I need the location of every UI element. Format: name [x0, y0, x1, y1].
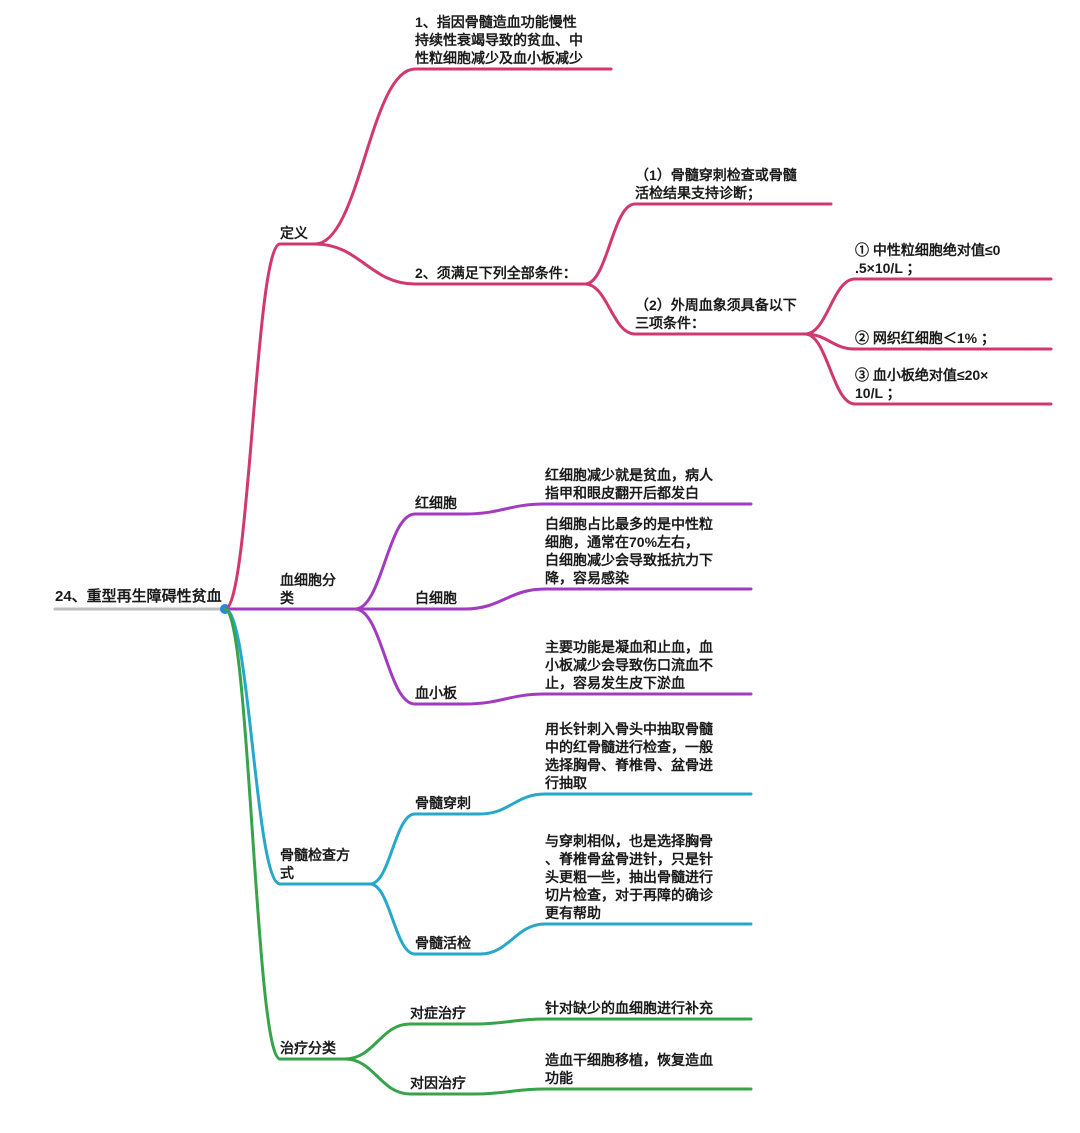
mindmap-canvas: 24、重型再生障碍性贫血 定义 1、指因骨髓造血功能慢性持续性衰竭导致的贫血、中性粒…	[0, 0, 1080, 1133]
svg-text:治疗分类: 治疗分类	[280, 1040, 337, 1056]
svg-text:与穿刺相似，也是选择胸骨、脊椎骨盆骨进针，只是针头更粗一些，: 与穿刺相似，也是选择胸骨、脊椎骨盆骨进针，只是针头更粗一些，抽出骨髓进行切片检查…	[545, 833, 714, 921]
svg-text:白细胞占比最多的是中性粒细胞，通常在70%左右，白细胞减少会: 白细胞占比最多的是中性粒细胞，通常在70%左右，白细胞减少会导致抵抗力下降，容易…	[545, 516, 713, 586]
svg-text:红细胞: 红细胞	[415, 495, 457, 511]
svg-text:1、指因骨髓造血功能慢性持续性衰竭导致的贫血、中性粒细胞减少: 1、指因骨髓造血功能慢性持续性衰竭导致的贫血、中性粒细胞减少及血小板减少	[415, 14, 583, 66]
svg-text:血小板: 血小板	[415, 685, 458, 701]
svg-text:定义: 定义	[280, 225, 308, 241]
svg-text:针对缺少的血细胞进行补充: 针对缺少的血细胞进行补充	[544, 1000, 713, 1016]
svg-text:③ 血小板绝对值≤20×10/L ；: ③ 血小板绝对值≤20×10/L ；	[855, 367, 988, 402]
svg-text:骨髓检查方式: 骨髓检查方式	[280, 847, 350, 881]
svg-text:血细胞分类: 血细胞分类	[280, 572, 336, 606]
svg-text:2、须满足下列全部条件：: 2、须满足下列全部条件：	[415, 265, 577, 281]
svg-text:① 中性粒细胞绝对值≤0.5×10/L ；: ① 中性粒细胞绝对值≤0.5×10/L ；	[855, 242, 1001, 277]
svg-text:骨髓活检: 骨髓活检	[415, 935, 471, 951]
svg-text:白细胞: 白细胞	[415, 590, 457, 606]
svg-text:红细胞减少就是贫血，病人指甲和眼皮翻开后都发白: 红细胞减少就是贫血，病人指甲和眼皮翻开后都发白	[545, 467, 714, 501]
svg-text:主要功能是凝血和止血，血小板减少会导致伤口流血不止，容易发生: 主要功能是凝血和止血，血小板减少会导致伤口流血不止，容易发生皮下淤血	[545, 639, 713, 691]
svg-text:② 网织红细胞＜1% ；: ② 网织红细胞＜1% ；	[855, 330, 995, 347]
svg-text:骨髓穿刺: 骨髓穿刺	[415, 795, 471, 811]
svg-text:对因治疗: 对因治疗	[410, 1075, 466, 1091]
svg-text:用长针刺入骨头中抽取骨髓中的红骨髓进行检查，一般选择胸骨、脊: 用长针刺入骨头中抽取骨髓中的红骨髓进行检查，一般选择胸骨、脊椎骨、盆骨进行抽取	[544, 721, 714, 791]
svg-text:造血干细胞移植，恢复造血功能: 造血干细胞移植，恢复造血功能	[545, 1052, 713, 1086]
svg-text:（1）骨髓穿刺检查或骨髓活检结果支持诊断；: （1）骨髓穿刺检查或骨髓活检结果支持诊断；	[635, 167, 798, 202]
root-label: 24、重型再生障碍性贫血	[55, 587, 222, 605]
svg-text:对症治疗: 对症治疗	[410, 1005, 466, 1021]
svg-text:（2）外周血象须具备以下三项条件：: （2）外周血象须具备以下三项条件：	[635, 297, 797, 331]
